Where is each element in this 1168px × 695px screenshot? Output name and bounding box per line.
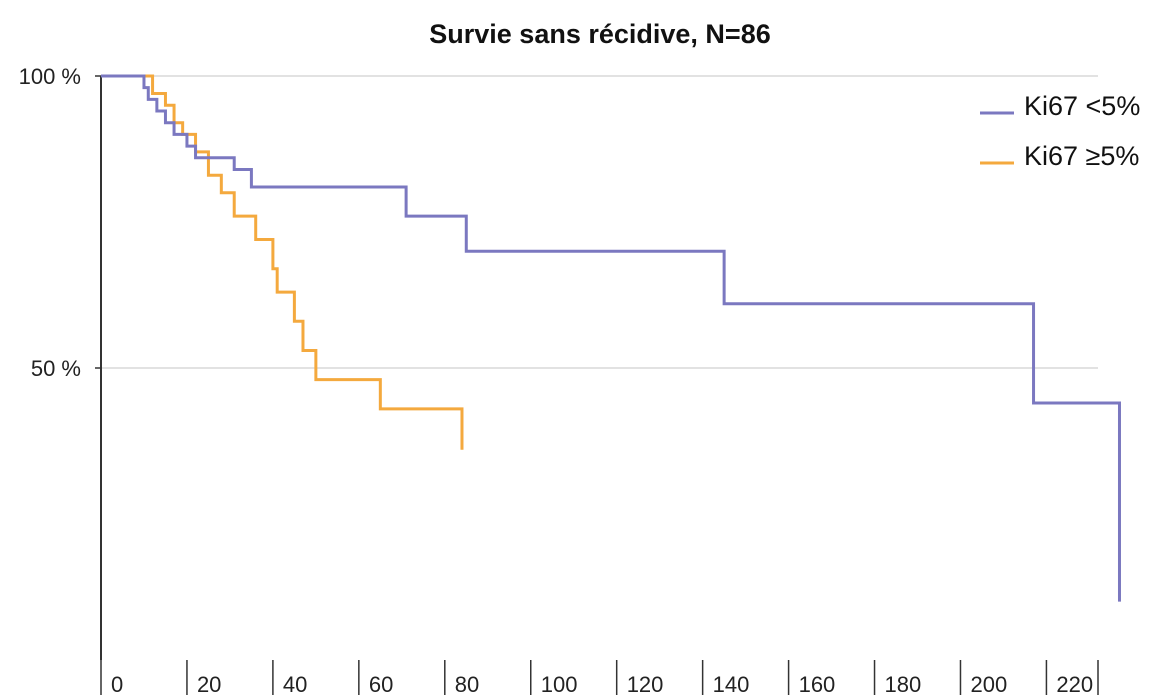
legend: Ki67 <5% Ki67 ≥5% [980,91,1140,171]
x-tick-label: 120 [627,672,664,695]
legend-label: Ki67 <5% [1024,91,1140,121]
axes: 50 % 100 % 0 20 40 60 80 100 120 140 160 180 200 220 [19,64,1099,695]
series-lines [101,74,1121,602]
x-tick-label: 100 [541,672,578,695]
series-line-ki67-high [101,74,464,450]
grid-lines [101,75,1098,369]
x-tick-label: 200 [970,672,1007,695]
series-line-ki67-low [101,74,1121,602]
x-tick-label: 40 [283,672,307,695]
y-tick-label: 50 % [31,356,81,381]
y-tick-label: 100 % [19,64,81,89]
x-tick-label: 80 [455,672,479,695]
x-tick-label: 160 [799,672,836,695]
x-tick-label: 20 [197,672,221,695]
chart-title: Survie sans récidive, N=86 [429,19,770,49]
x-tick-label: 60 [369,672,393,695]
legend-label: Ki67 ≥5% [1024,141,1139,171]
x-tick-label: 220 [1056,672,1093,695]
x-tick-label: 180 [885,672,922,695]
x-tick-label: 0 [111,672,123,695]
x-tick-label: 140 [713,672,750,695]
